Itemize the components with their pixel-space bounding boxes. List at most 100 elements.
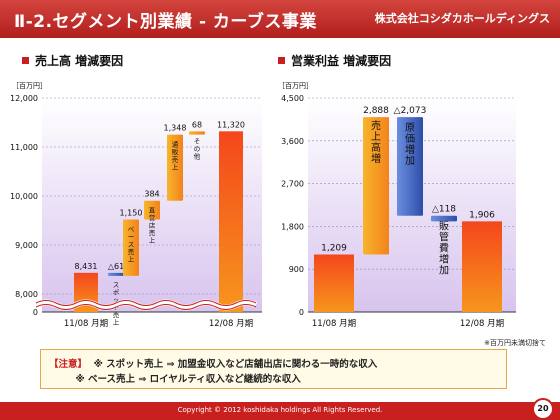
header-bar: Ⅱ-2.セグメント別業績 - カーブス事業 株式会社コシダカホールディングス [0,0,560,38]
label-char: 高 [371,141,381,154]
label-char: 価 [405,132,415,145]
profit-waterfall-chart: ［百万円］ 0 900 1,800 2,700 3,600 4,500 1,209 2,888 売… [278,82,516,329]
y-tick-label: 900 [289,265,304,274]
x-category-label: 12/08 月期 [209,319,253,329]
waterfall-bar [167,134,183,201]
waterfall-bar [219,131,243,312]
label-char: そ [194,137,201,145]
label-char: 増 [405,143,415,156]
label-char: 販 [172,147,179,156]
label-char: 増 [371,152,381,165]
label-char: 他 [194,151,201,160]
bar-category-label: 直営店売上 [149,206,156,245]
y-tick-label: 3,600 [281,137,304,146]
label-char: の [194,145,201,153]
value-label: 11,320 [217,120,245,129]
sales-waterfall-chart: ［百万円］ 0 8,000 9,000 10,000 11,000 12,000 8,431 △… [10,82,262,329]
company-name: 株式会社コシダカホールディングス [374,12,550,25]
bullet-icon [22,57,29,64]
label-char: 営 [149,213,156,222]
label-char: 上 [172,162,179,171]
label-char: 売 [172,155,179,164]
waterfall-bar [363,117,389,255]
value-label: △61 [108,262,124,271]
value-label: 2,888 [363,106,389,116]
waterfall-bar [144,200,160,220]
bar-category-label: ベース売上 [128,226,135,264]
waterfall-bar [108,272,124,276]
y-tick-label: 9,000 [15,241,38,250]
bullet-icon [278,57,285,64]
x-category-label: 12/08 月期 [460,319,504,329]
x-category-label: 11/08 月期 [312,319,356,329]
footer-bar: Copyright © 2012 koshidaka holdings All … [0,402,560,420]
label-char: 店 [149,221,156,230]
bar-category-label: 販管費増加 [439,221,449,277]
y-tick-label: 2,700 [281,180,304,189]
bar-category-label: その他 [194,137,201,160]
label-char: 原 [405,122,415,134]
label-char: 売 [113,310,120,319]
y-tick-label: 4,500 [281,94,304,103]
y-tick-label: 0 [299,308,304,317]
label-char: 販 [439,221,449,233]
label-char: 上 [113,317,120,326]
y-tick-label: 10,000 [10,192,38,201]
y-tick-label: 8,000 [15,290,38,299]
y-tick-label: 0 [33,308,38,317]
label-char: 通 [172,140,179,149]
note-line-2: ※ ベース売上 ⇒ ロイヤルティ収入など継続的な収入 [75,374,301,385]
bar-category-label: 通販売上 [172,140,179,172]
notes-box: 【注意】 ※ スポット売上 ⇒ 加盟金収入など店舗出店に関わる一時的な収入 ※ … [40,349,507,389]
unit-label: ［百万円］ [278,82,313,90]
label-char: 加 [439,265,449,277]
value-label: △118 [432,205,456,215]
y-tick-label: 11,000 [10,143,38,152]
value-label: 1,150 [120,209,143,218]
label-char: ス [128,241,135,249]
waterfall-bar [431,215,457,222]
label-char: 管 [439,231,449,244]
label-char: ー [128,233,135,241]
label-char: 加 [405,155,415,167]
copyright-text: Copyright © 2012 koshidaka holdings All … [177,406,383,414]
bar-category-label: 原価増加 [405,122,415,167]
y-tick-label: 12,000 [10,94,38,103]
label-char: 増 [439,253,449,266]
value-label: 1,209 [321,244,347,254]
waterfall-bar [462,221,502,312]
label-char: 売 [128,247,135,256]
value-label: 384 [144,190,159,199]
bar-category-label: 売上高増 [371,119,381,165]
page-number: 20 [532,398,554,420]
label-char: 上 [128,255,135,264]
value-label: 1,348 [164,124,187,133]
note-line-1: 【注意】 ※ スポット売上 ⇒ 加盟金収入など店舗出店に関わる一時的な収入 [49,359,378,370]
value-label: △2,073 [394,106,427,116]
value-label: 1,906 [469,210,495,220]
value-label: 8,431 [75,262,98,271]
waterfall-bar [123,219,139,276]
label-char: ッ [113,296,120,304]
label-char: 売 [371,119,381,132]
value-label: 68 [192,120,202,129]
left-section-title: 売上高 増減要因 [22,52,123,69]
axis-break-line [35,300,257,306]
page-title: Ⅱ-2.セグメント別業績 - カーブス事業 [14,12,317,32]
unit-note: ※百万円未満切捨て [484,339,546,347]
label-char: 上 [371,131,381,143]
label-char: 費 [439,242,449,255]
axis-break-line [35,304,257,310]
label-char: ベ [128,226,135,234]
label-char: 直 [149,206,156,215]
right-section-title: 営業利益 増減要因 [278,52,391,69]
label-char: ポ [113,288,120,296]
axis-break-mask [34,299,258,311]
label-char: 上 [149,236,156,245]
y-tick-label: 1,800 [281,222,304,231]
waterfall-bar [314,254,354,312]
x-category-label: 11/08 月期 [64,319,108,329]
label-char: ス [113,281,120,289]
waterfall-bar [397,117,423,216]
label-char: 売 [149,228,156,237]
